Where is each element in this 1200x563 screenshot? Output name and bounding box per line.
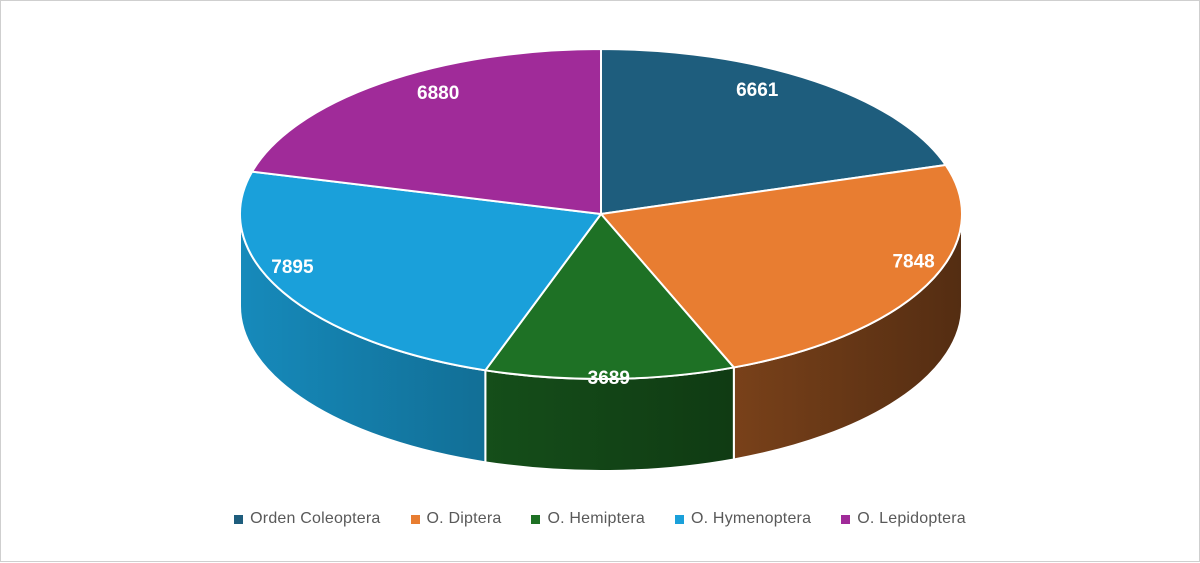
legend-swatch-o-diptera xyxy=(410,514,420,524)
legend-label: O. Hymenoptera xyxy=(691,510,812,527)
data-label-o-hymenoptera: 7895 xyxy=(271,257,314,278)
data-label-o-hemiptera: 3689 xyxy=(588,368,630,389)
pie-data-labels: 6661 7848 3689 7895 6880 xyxy=(271,80,934,389)
pie-slice-o-hymenoptera[interactable] xyxy=(239,170,602,372)
legend-item-o-hemiptera[interactable]: O. Hemiptera xyxy=(531,510,645,528)
data-label-o-diptera: 7848 xyxy=(892,252,934,273)
chart-legend: Orden Coleoptera O. Diptera O. Hemiptera O.… xyxy=(1,510,1199,528)
legend-swatch-orden-coleoptera xyxy=(234,514,244,524)
pie-slice-o-hemiptera[interactable] xyxy=(484,213,735,380)
legend-item-o-lepidoptera[interactable]: O. Lepidoptera xyxy=(841,510,966,528)
pie-slice-o-lepidoptera[interactable] xyxy=(251,48,602,215)
legend-label: O. Lepidoptera xyxy=(857,510,966,527)
legend-label: Orden Coleoptera xyxy=(250,510,381,527)
legend-label: O. Diptera xyxy=(426,510,502,527)
pie-slice-orden-coleoptera[interactable] xyxy=(600,48,947,215)
legend-item-orden-coleoptera[interactable]: Orden Coleoptera xyxy=(234,510,380,528)
data-label-o-lepidoptera: 6880 xyxy=(417,83,459,104)
legend-swatch-o-hemiptera xyxy=(531,514,541,524)
legend-swatch-o-hymenoptera xyxy=(675,514,684,524)
data-label-orden-coleoptera: 6661 xyxy=(736,80,779,101)
pie-top-faces xyxy=(239,48,963,380)
legend-label: O. Hemiptera xyxy=(547,510,645,527)
legend-swatch-o-lepidoptera xyxy=(841,514,851,524)
legend-item-o-hymenoptera[interactable]: O. Hymenoptera xyxy=(675,510,811,528)
legend-item-o-diptera[interactable]: O. Diptera xyxy=(410,510,502,528)
